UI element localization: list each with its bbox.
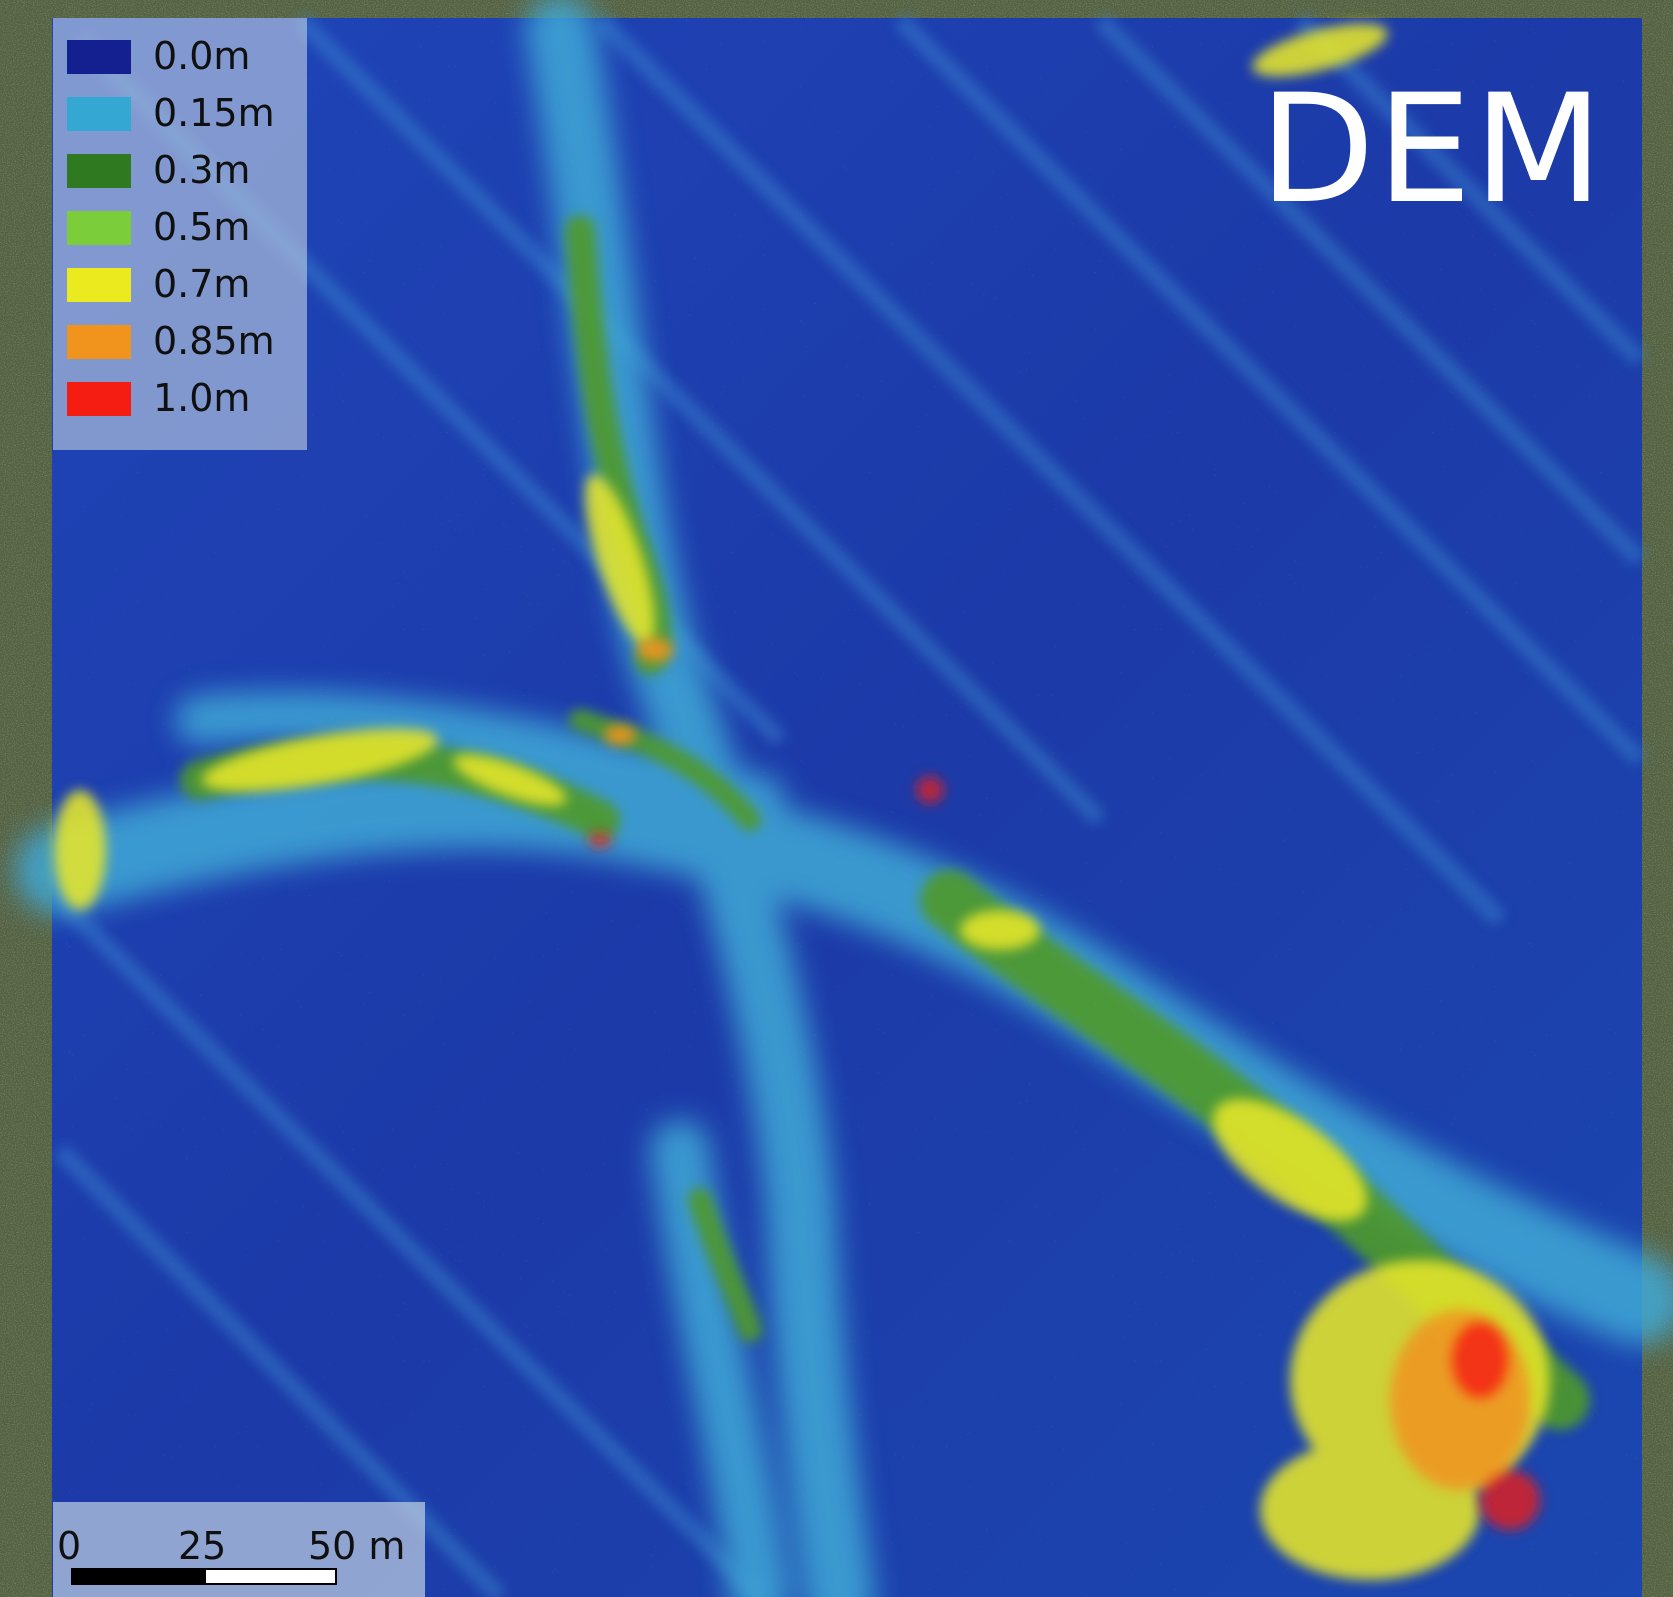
legend-swatch xyxy=(67,154,131,188)
legend-swatch xyxy=(67,268,131,302)
map-title: DEM xyxy=(1259,63,1605,237)
scale-segment-black xyxy=(71,1568,204,1585)
legend-item: 0.15m xyxy=(53,91,307,172)
legend-swatch xyxy=(67,325,131,359)
legend-label: 1.0m xyxy=(153,376,251,420)
scale-tick-label: 25 xyxy=(178,1524,227,1568)
scale-tick-label: 50 m xyxy=(308,1524,406,1568)
legend-label: 0.85m xyxy=(153,319,275,363)
scale-segment-white xyxy=(204,1568,337,1585)
scale-tick-label: 0 xyxy=(57,1524,82,1568)
legend-label: 0.7m xyxy=(153,262,251,306)
scale-bar: 0 25 50 m xyxy=(53,1502,425,1597)
legend-swatch xyxy=(67,382,131,416)
legend-swatch xyxy=(67,211,131,245)
legend-item: 0.85m xyxy=(53,319,307,400)
legend-item: 0.7m xyxy=(53,262,307,343)
legend: 0.0m 0.15m 0.3m 0.5m 0.7m 0.85m 1.0m xyxy=(53,18,307,450)
legend-swatch xyxy=(67,97,131,131)
legend-item: 0.0m xyxy=(53,34,307,115)
legend-item: 0.3m xyxy=(53,148,307,229)
legend-item: 0.5m xyxy=(53,205,307,286)
dem-raster xyxy=(15,0,1673,1597)
legend-label: 0.0m xyxy=(153,34,251,78)
legend-swatch xyxy=(67,40,131,74)
legend-label: 0.3m xyxy=(153,148,251,192)
legend-label: 0.15m xyxy=(153,91,275,135)
raster-speckle xyxy=(52,18,1642,1597)
legend-label: 0.5m xyxy=(153,205,251,249)
legend-item: 1.0m xyxy=(53,376,307,457)
